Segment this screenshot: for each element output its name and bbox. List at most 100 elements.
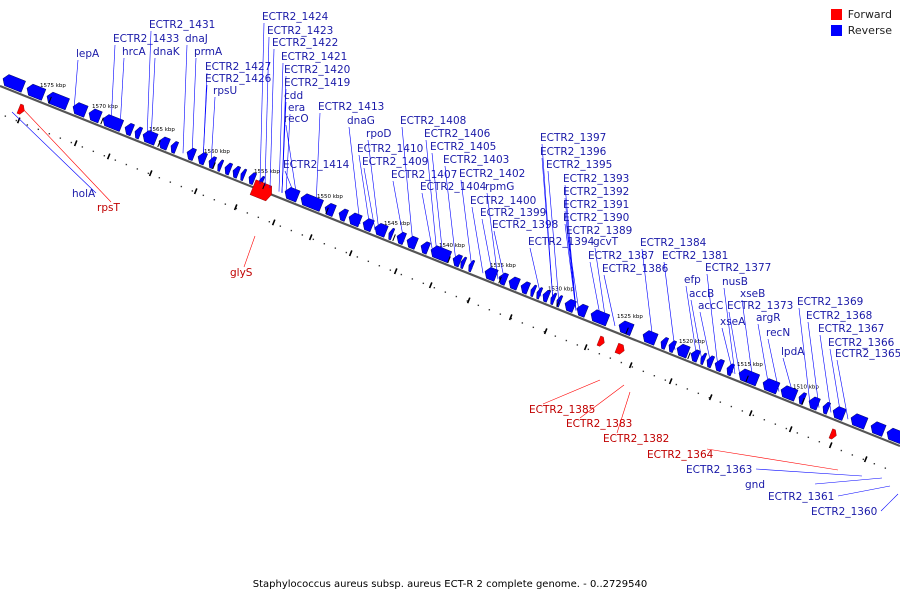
legend-forward: Forward (830, 8, 892, 21)
legend-reverse: Reverse (830, 24, 892, 37)
reverse-gene-label: ECTR2_1424 (262, 11, 329, 23)
gene-connector (529, 247, 542, 297)
reverse-gene-label: ECTR2_1386 (602, 263, 669, 275)
gene-connector (269, 48, 275, 189)
reverse-gene-label: ECTR2_1363 (686, 464, 752, 476)
gene-connector (471, 206, 484, 274)
gene-connector (421, 192, 434, 254)
gene-connector (663, 261, 676, 351)
gene-connector (728, 311, 741, 377)
forward-gene-label: ECTR2_1383 (566, 418, 632, 430)
scale-tick-label: 1550 kbp (317, 194, 343, 200)
gene-connector (259, 22, 265, 185)
gene-connector (706, 273, 719, 368)
reverse-gene-arrow (102, 114, 125, 132)
gene-connector (358, 154, 371, 229)
scale-tick-label: 1520 kbp (679, 339, 705, 345)
reverse-swatch-icon (830, 25, 842, 36)
reverse-gene-arrow (642, 330, 659, 346)
gene-connector (21, 107, 112, 203)
scale-tick (625, 327, 629, 335)
reverse-gene-arrow (738, 368, 761, 387)
reverse-gene-label: ECTR2_1391 (563, 199, 629, 211)
reverse-gene-label: ECTR2_1384 (640, 237, 707, 249)
gene-connector (425, 139, 438, 255)
reverse-gene-arrow (660, 337, 670, 350)
scale-tick (447, 256, 451, 264)
gene-connector (182, 44, 188, 154)
gene-connector (706, 448, 839, 471)
scale-tick-label: 1575 kbp (40, 83, 66, 89)
reverse-gene-label: ECTR2_1426 (205, 73, 272, 85)
reverse-gene-label: cdd (284, 90, 303, 102)
gene-connector (757, 323, 770, 388)
gene-connector (541, 157, 554, 302)
gene-connector (782, 357, 795, 398)
reverse-gene-label: nusB (722, 276, 748, 288)
reverse-gene-arrow (706, 355, 716, 369)
reverse-gene-label: rpsU (213, 85, 237, 97)
reverse-gene-arrow (2, 74, 26, 93)
reverse-gene-arrow (618, 320, 635, 337)
reverse-gene-label: ECTR2_1361 (768, 491, 834, 503)
gene-connector (564, 223, 577, 311)
reverse-gene-arrow (822, 401, 832, 415)
reverse-gene-arrow (197, 152, 208, 166)
reverse-gene-label: rpmG (485, 181, 514, 193)
reverse-gene-arrow (550, 292, 558, 306)
reverse-gene-label: ECTR2_1406 (424, 128, 491, 140)
forward-gene-arrow (596, 335, 605, 347)
reverse-gene-arrow (248, 172, 258, 186)
reverse-gene-label: ECTR2_1381 (662, 250, 728, 262)
gene-connector (741, 299, 754, 382)
gene-connector (110, 44, 116, 125)
reverse-gene-arrow (676, 343, 691, 359)
reverse-gene-label: recN (766, 327, 790, 339)
gene-connector (579, 384, 625, 419)
reverse-gene-label: ECTR2_1400 (470, 195, 536, 207)
reverse-gene-arrow (536, 287, 544, 300)
reverse-gene-arrow (530, 284, 538, 298)
reverse-gene-arrow (850, 413, 869, 430)
legend-reverse-label: Reverse (847, 24, 892, 37)
reverse-gene-label: ECTR2_1427 (205, 61, 271, 73)
scale-tick-label: 1540 kbp (439, 243, 465, 249)
scale-tick-label: 1525 kbp (617, 314, 643, 320)
gene-connector (542, 379, 601, 405)
reverse-gene-label: ECTR2_1398 (492, 219, 558, 231)
gene-connector (567, 236, 580, 312)
reverse-gene-label: ECTR2_1394 (528, 236, 595, 248)
reverse-gene-label: rpoD (366, 128, 392, 140)
gene-connector (202, 84, 208, 162)
reverse-gene-label: ECTR2_1422 (272, 37, 338, 49)
reverse-gene-arrow (542, 289, 552, 303)
forward-gene-arrow (614, 342, 625, 355)
reverse-gene-label: ECTR2_1387 (588, 250, 654, 262)
reverse-gene-arrow (300, 193, 324, 212)
reverse-gene-arrow (564, 299, 577, 313)
reverse-gene-arrow (88, 108, 103, 124)
genome-caption: Staphylococcus aureus subsp. aureus ECT-… (252, 579, 648, 590)
forward-gene-label: ECTR2_1385 (529, 404, 595, 416)
gene-connector (150, 57, 156, 141)
reverse-gene-label: lpdA (781, 346, 805, 358)
reverse-gene-label: ECTR2_1389 (566, 225, 632, 237)
forward-gene-label: glyS (230, 267, 253, 279)
reverse-gene-label: gnd (745, 479, 765, 491)
gene-connector (616, 391, 631, 434)
gene-connector (285, 124, 298, 199)
gene-connector (814, 477, 883, 485)
reverse-gene-arrow (520, 281, 531, 295)
gene-connector (767, 338, 780, 392)
forward-gene-arrow (16, 103, 25, 115)
reverse-gene-label: xseB (740, 288, 765, 300)
gene-connector (348, 126, 361, 225)
reverse-gene-label: ECTR2_1420 (284, 64, 350, 76)
reverse-gene-arrow (240, 168, 248, 182)
scale-tick-label: 1570 kbp (92, 104, 118, 110)
forward-gene-label: rpsT (97, 202, 120, 214)
gene-connector (285, 113, 291, 195)
